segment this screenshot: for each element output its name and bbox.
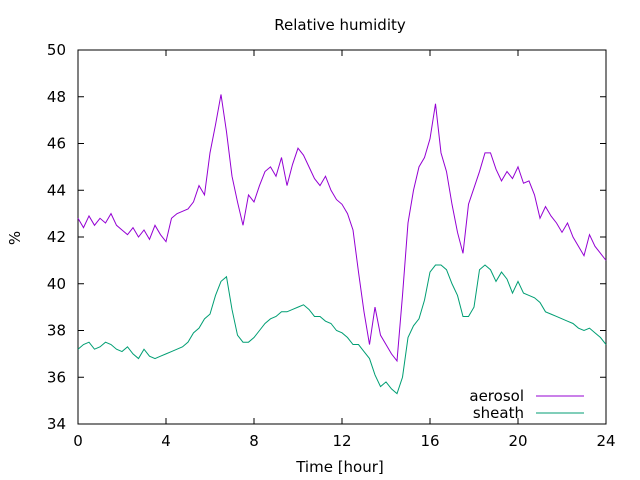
y-tick-label: 50 — [47, 41, 66, 59]
chart-title: Relative humidity — [274, 16, 406, 34]
y-tick-label: 36 — [47, 368, 66, 386]
x-axis-label: Time [hour] — [295, 458, 384, 476]
x-tick-label: 24 — [596, 432, 615, 450]
x-tick-label: 16 — [420, 432, 439, 450]
x-tick-label: 0 — [73, 432, 83, 450]
x-tick-label: 12 — [332, 432, 351, 450]
y-tick-label: 42 — [47, 228, 66, 246]
y-tick-label: 44 — [47, 181, 66, 199]
y-tick-label: 40 — [47, 275, 66, 293]
y-tick-label: 34 — [47, 415, 66, 433]
series-line-sheath — [77, 264, 607, 395]
legend-label-sheath: sheath — [473, 404, 524, 422]
x-axis: 0 4 8 12 16 20 24 — [73, 50, 616, 450]
y-axis: 34 36 38 40 42 44 46 48 50 — [47, 41, 606, 433]
legend-label-aerosol: aerosol — [469, 387, 524, 405]
x-tick-label: 8 — [249, 432, 259, 450]
series-line-aerosol — [77, 94, 607, 363]
x-tick-label: 20 — [508, 432, 527, 450]
series-layer — [77, 94, 607, 395]
y-tick-label: 38 — [47, 322, 66, 340]
y-tick-label: 46 — [47, 135, 66, 153]
y-tick-label: 48 — [47, 88, 66, 106]
y-axis-label: % — [6, 231, 24, 245]
plot-frame — [77, 49, 607, 425]
x-tick-label: 4 — [161, 432, 171, 450]
